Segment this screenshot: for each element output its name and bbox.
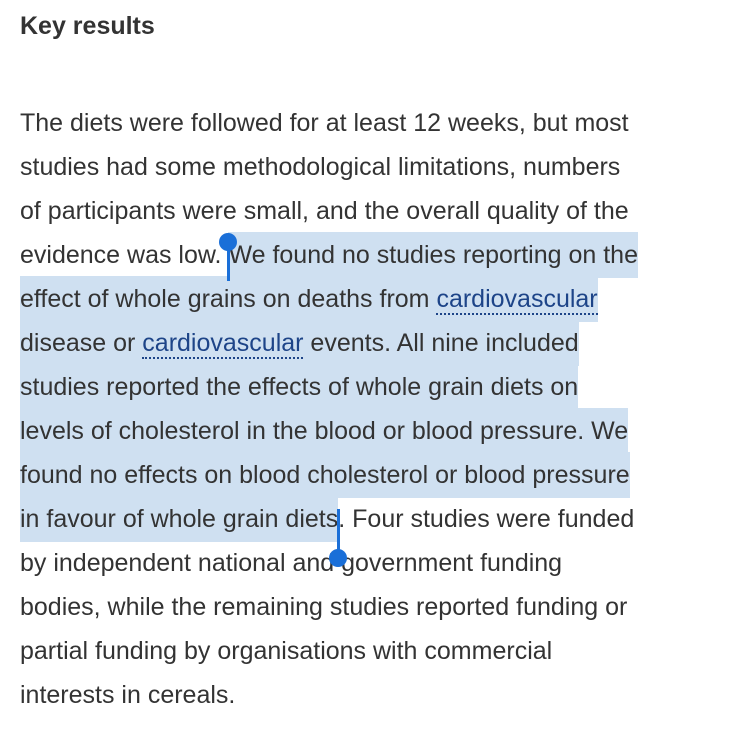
- text: bodies, while the remaining studies repo…: [20, 593, 628, 621]
- text: of participants were small, and the over…: [20, 197, 629, 225]
- text: studies had some methodological limitati…: [20, 153, 621, 181]
- text-line: of participants were small, and the over…: [20, 189, 638, 233]
- text-line: bodies, while the remaining studies repo…: [20, 585, 638, 629]
- selected-text: effect of whole grains on deaths from ca…: [20, 276, 598, 322]
- text-line: studies reported the effects of whole gr…: [20, 364, 638, 410]
- text-line: evidence was low. We found no studies re…: [20, 232, 638, 281]
- text-line: The diets were followed for at least 12 …: [20, 101, 638, 145]
- text: partial funding by organisations with co…: [20, 637, 553, 665]
- text: disease or: [20, 329, 143, 357]
- text-line: levels of cholesterol in the blood or bl…: [20, 408, 638, 454]
- text-line: interests in cereals.: [20, 673, 638, 717]
- glossary-link[interactable]: cardiovascular: [142, 329, 304, 359]
- selected-text: found no effects on blood cholesterol or…: [20, 452, 630, 498]
- text: interests in cereals.: [20, 681, 236, 709]
- text: effect of whole grains on deaths from: [20, 285, 437, 313]
- selected-text: levels of cholesterol in the blood or bl…: [20, 408, 629, 454]
- text-line: effect of whole grains on deaths from ca…: [20, 276, 638, 322]
- text-line: studies had some methodological limitati…: [20, 145, 638, 189]
- selected-text: in favour of whole grain diets: [20, 496, 339, 542]
- text: . Four studies were funded: [338, 505, 635, 533]
- text: by independent national and government f…: [20, 549, 563, 577]
- selected-text: disease or cardiovascular events. All ni…: [20, 320, 579, 366]
- text-line: disease or cardiovascular events. All ni…: [20, 320, 638, 366]
- text: events. All nine included: [303, 329, 579, 357]
- paragraph: The diets were followed for at least 12 …: [20, 101, 638, 717]
- text-line: in favour of whole grain diets. Four stu…: [20, 496, 638, 567]
- selected-text: We found no studies reporting on the: [228, 232, 638, 278]
- text: evidence was low.: [20, 241, 229, 269]
- selected-text: studies reported the effects of whole gr…: [20, 364, 579, 410]
- text-line: by independent national and government f…: [20, 541, 638, 585]
- heading: Key results: [20, 12, 155, 40]
- glossary-link[interactable]: cardiovascular: [436, 285, 598, 315]
- text-line: partial funding by organisations with co…: [20, 629, 638, 673]
- text: The diets were followed for at least 12 …: [20, 109, 629, 137]
- text-line: found no effects on blood cholesterol or…: [20, 452, 638, 498]
